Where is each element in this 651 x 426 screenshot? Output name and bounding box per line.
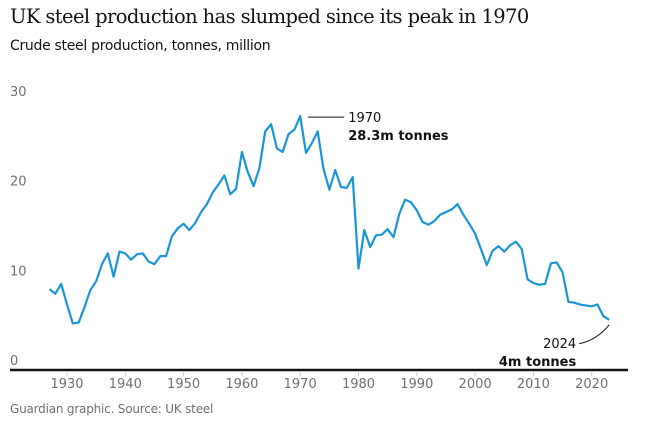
x-tick-label: 1990	[400, 377, 433, 392]
x-tick-label: 2020	[575, 377, 608, 392]
x-tick-label: 1950	[167, 377, 200, 392]
x-tick-label: 1930	[50, 377, 83, 392]
y-tick-label: 20	[10, 175, 27, 190]
series-line	[48, 115, 610, 325]
x-tick-label: 1940	[109, 377, 142, 392]
x-tick-label: 2000	[459, 377, 492, 392]
x-axis: 1930 1940 1950 1960 1970 1980 1990 2000 2010 2020	[10, 368, 628, 392]
x-tick-label: 1960	[225, 377, 258, 392]
annotation-2024-year: 2024	[543, 337, 576, 352]
annotation-1970-year: 1970	[348, 111, 381, 126]
annotations: 1970 28.3m tonnes 2024 4m tonnes	[308, 111, 610, 370]
annotation-1970-value: 28.3m tonnes	[348, 129, 449, 144]
series-group	[48, 115, 610, 325]
source-note: Guardian graphic. Source: UK steel	[10, 402, 214, 416]
y-axis-ticks: 0 10 20 30	[10, 85, 27, 369]
y-tick-label: 0	[10, 354, 18, 369]
y-tick-label: 30	[10, 85, 27, 100]
x-tick-label: 2010	[517, 377, 550, 392]
x-tick-label: 1970	[284, 377, 317, 392]
y-tick-label: 10	[10, 264, 27, 279]
annotation-2024-leader	[579, 324, 610, 345]
x-tick-label: 1980	[342, 377, 375, 392]
chart-title: UK steel production has slumped since it…	[10, 5, 529, 28]
chart-subtitle: Crude steel production, tonnes, million	[10, 38, 271, 54]
annotation-2024-value: 4m tonnes	[499, 355, 577, 370]
